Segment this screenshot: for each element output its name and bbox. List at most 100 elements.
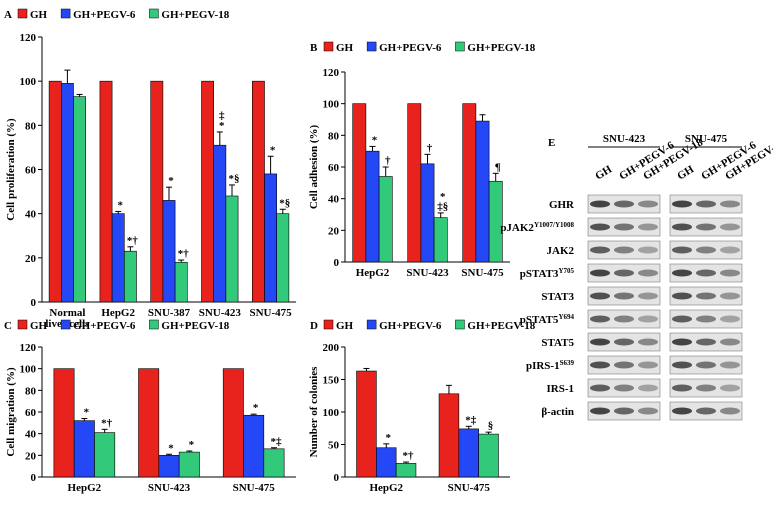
protein-name: GHR — [549, 199, 575, 211]
blot-band — [672, 338, 692, 346]
blot-band — [720, 269, 740, 277]
legend-swatch — [149, 319, 159, 330]
y-tick-label: 60 — [25, 165, 37, 177]
significance-label: * — [253, 402, 259, 414]
bar — [111, 213, 125, 303]
bar — [201, 80, 215, 303]
legend-swatch — [366, 41, 377, 52]
legend-label: GH — [336, 320, 354, 332]
x-tick-label: SNU-475 — [461, 267, 504, 279]
significance-label: * — [84, 407, 90, 419]
blot-band — [590, 384, 610, 392]
blot-band — [638, 246, 658, 254]
bar — [94, 432, 116, 478]
blot-band — [590, 246, 610, 254]
blot-band — [590, 407, 610, 415]
blot-band — [614, 407, 634, 415]
x-tick-label: SNU-387 — [148, 307, 191, 319]
bar — [243, 414, 265, 478]
blot-band — [696, 384, 716, 392]
bar — [264, 173, 277, 303]
significance-label: *§ — [228, 173, 239, 185]
blot-band — [614, 315, 634, 323]
bar — [395, 463, 417, 478]
error-bar — [437, 212, 444, 218]
error-bar — [279, 208, 286, 214]
bar — [356, 370, 377, 478]
protein-site: S639 — [560, 359, 575, 367]
bar — [99, 80, 113, 303]
significance-label: *‡ — [270, 436, 282, 448]
bar — [475, 120, 490, 263]
protein-label: GHR — [549, 199, 575, 211]
panel-label: D — [310, 320, 318, 332]
significance-label: *† — [127, 235, 139, 247]
bar — [174, 261, 188, 303]
protein-name: pSTAT5 — [520, 314, 559, 326]
protein-name: pIRS-1 — [526, 360, 560, 372]
protein-label: pSTAT5Y694 — [520, 313, 575, 326]
group-label: SNU-475 — [685, 133, 728, 145]
y-tick-label: 20 — [328, 225, 340, 237]
legend-label: GH+PEGV-6 — [379, 320, 442, 332]
blot-band — [638, 269, 658, 277]
blot-band — [672, 361, 692, 369]
error-bar — [178, 259, 185, 263]
bar — [407, 103, 422, 263]
blot-band — [672, 246, 692, 254]
protein-name: STAT5 — [541, 337, 574, 349]
legend-swatch — [323, 41, 334, 52]
significance-label: *† — [178, 248, 190, 260]
legend-label: GH+PEGV-18 — [467, 42, 535, 54]
significance-label: * ‡§ — [437, 191, 448, 213]
bar — [438, 393, 460, 478]
blot-band — [720, 384, 740, 392]
blot-band — [696, 338, 716, 346]
protein-name: STAT3 — [541, 291, 574, 303]
blot-band — [614, 338, 634, 346]
error-bar — [127, 246, 134, 252]
lane-label: GH — [593, 163, 614, 182]
significance-label: *§ — [279, 197, 290, 209]
x-tick-label: SNU-475 — [250, 307, 293, 319]
error-bar — [270, 447, 277, 449]
protein-label: β-actin — [541, 406, 574, 418]
bar — [420, 163, 435, 263]
bar — [53, 368, 75, 478]
blot-band — [672, 269, 692, 277]
bar — [376, 447, 397, 478]
x-tick-label: HepG2 — [68, 482, 102, 494]
legend-swatch — [149, 8, 159, 19]
blot-band — [720, 407, 740, 415]
bar — [138, 368, 160, 478]
error-bar — [228, 184, 235, 196]
blot-band — [696, 361, 716, 369]
error-bar — [166, 453, 172, 456]
blot-band — [614, 361, 634, 369]
error-bar — [81, 418, 88, 421]
blot-band — [614, 246, 634, 254]
bar — [162, 200, 176, 303]
significance-label: * — [386, 432, 392, 444]
y-tick-label: 100 — [20, 364, 37, 376]
protein-label: STAT3 — [541, 291, 574, 303]
y-tick-label: 100 — [323, 407, 340, 419]
y-tick-label: 200 — [323, 342, 340, 354]
error-bar — [250, 413, 257, 416]
blot-band — [696, 292, 716, 300]
bar — [213, 144, 227, 303]
x-tick-label: SNU-423 — [406, 267, 449, 279]
bar — [462, 103, 477, 263]
blot-band — [696, 407, 716, 415]
blot-band — [590, 292, 610, 300]
blot-band — [696, 315, 716, 323]
blot-band — [638, 292, 658, 300]
blot-band — [720, 338, 740, 346]
y-axis-label: Cell migration (%) — [5, 367, 17, 457]
protein-label: JAK2 — [547, 245, 575, 257]
blot-band — [590, 200, 610, 208]
bar — [225, 195, 239, 303]
blot-band — [696, 246, 716, 254]
legend-label: GH+PEGV-18 — [161, 320, 229, 332]
